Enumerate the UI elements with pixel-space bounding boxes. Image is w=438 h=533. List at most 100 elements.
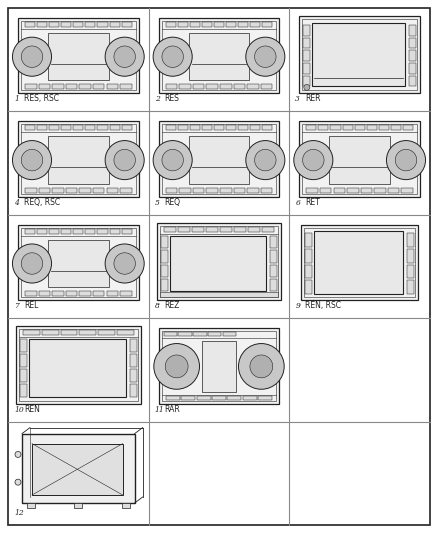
Bar <box>162 165 169 169</box>
Text: RER: RER <box>305 94 321 103</box>
Circle shape <box>12 37 52 76</box>
Bar <box>166 125 176 131</box>
Bar <box>162 158 169 162</box>
Bar <box>20 369 27 382</box>
Bar <box>22 262 28 265</box>
Bar <box>162 151 169 155</box>
Bar <box>179 188 191 193</box>
Bar <box>60 330 78 335</box>
Bar <box>129 47 134 52</box>
Circle shape <box>165 355 188 378</box>
Bar <box>162 55 169 59</box>
Bar <box>178 332 192 336</box>
Circle shape <box>254 46 276 68</box>
Bar <box>226 125 236 131</box>
Bar <box>66 84 78 90</box>
Bar <box>234 227 246 232</box>
Bar <box>220 188 232 193</box>
Bar <box>32 443 123 495</box>
Bar <box>120 291 132 296</box>
Text: REN: REN <box>24 405 40 414</box>
Bar <box>93 84 105 90</box>
Bar <box>161 279 168 291</box>
Bar <box>379 125 389 131</box>
Text: RET: RET <box>305 198 320 207</box>
Bar <box>206 84 218 90</box>
Bar <box>160 226 278 297</box>
Text: RES: RES <box>165 94 180 103</box>
Text: REN, RSC: REN, RSC <box>305 301 341 310</box>
Bar <box>302 124 417 194</box>
Bar <box>193 84 205 90</box>
Bar <box>110 125 120 131</box>
Bar <box>409 63 416 74</box>
Circle shape <box>246 141 285 180</box>
Bar <box>193 188 205 193</box>
Bar <box>304 228 415 297</box>
Bar <box>164 332 177 336</box>
Bar <box>233 84 245 90</box>
Bar <box>409 76 416 86</box>
Bar <box>130 384 137 397</box>
Bar <box>130 369 137 382</box>
Bar <box>20 339 27 352</box>
Bar <box>129 158 134 162</box>
Bar <box>122 503 130 508</box>
Bar <box>129 55 134 59</box>
Text: RES, RSC: RES, RSC <box>24 94 59 103</box>
Bar <box>269 151 276 155</box>
Bar <box>262 227 274 232</box>
Bar <box>192 227 204 232</box>
Circle shape <box>105 37 144 76</box>
Bar <box>223 332 236 336</box>
Circle shape <box>303 149 324 171</box>
Bar <box>29 339 126 397</box>
Bar <box>97 125 107 131</box>
Circle shape <box>15 451 21 457</box>
Bar <box>347 188 359 193</box>
Bar <box>261 84 272 90</box>
Bar <box>305 280 312 294</box>
Bar <box>270 250 277 262</box>
Bar <box>305 249 312 262</box>
Circle shape <box>105 244 144 283</box>
Bar <box>166 84 177 90</box>
Bar <box>48 240 109 287</box>
Bar <box>120 188 132 193</box>
Circle shape <box>250 355 273 378</box>
Bar <box>73 22 83 27</box>
Bar <box>61 229 71 234</box>
Bar <box>27 503 35 508</box>
Bar <box>226 22 236 27</box>
Bar <box>129 262 134 265</box>
Text: 1: 1 <box>14 95 19 103</box>
Bar <box>409 25 416 36</box>
Bar <box>25 125 35 131</box>
Bar <box>401 188 413 193</box>
Bar <box>162 124 276 194</box>
Bar <box>98 330 115 335</box>
Text: 2: 2 <box>155 95 159 103</box>
Bar <box>48 33 109 80</box>
Bar <box>161 264 168 277</box>
Bar <box>162 47 169 52</box>
Bar <box>206 188 218 193</box>
Bar <box>214 125 224 131</box>
Bar <box>25 188 37 193</box>
Circle shape <box>162 46 184 68</box>
Bar <box>22 62 28 66</box>
Bar <box>329 136 390 184</box>
Text: 7: 7 <box>14 302 19 310</box>
Bar <box>304 63 311 74</box>
Bar <box>122 22 132 27</box>
Bar <box>22 269 28 272</box>
Circle shape <box>12 244 52 283</box>
Text: REL: REL <box>24 301 39 310</box>
Bar <box>179 84 191 90</box>
Bar <box>304 76 311 86</box>
Bar <box>247 84 259 90</box>
Bar <box>157 223 281 300</box>
Text: 11: 11 <box>155 406 164 414</box>
Bar <box>391 125 401 131</box>
Bar <box>73 229 83 234</box>
